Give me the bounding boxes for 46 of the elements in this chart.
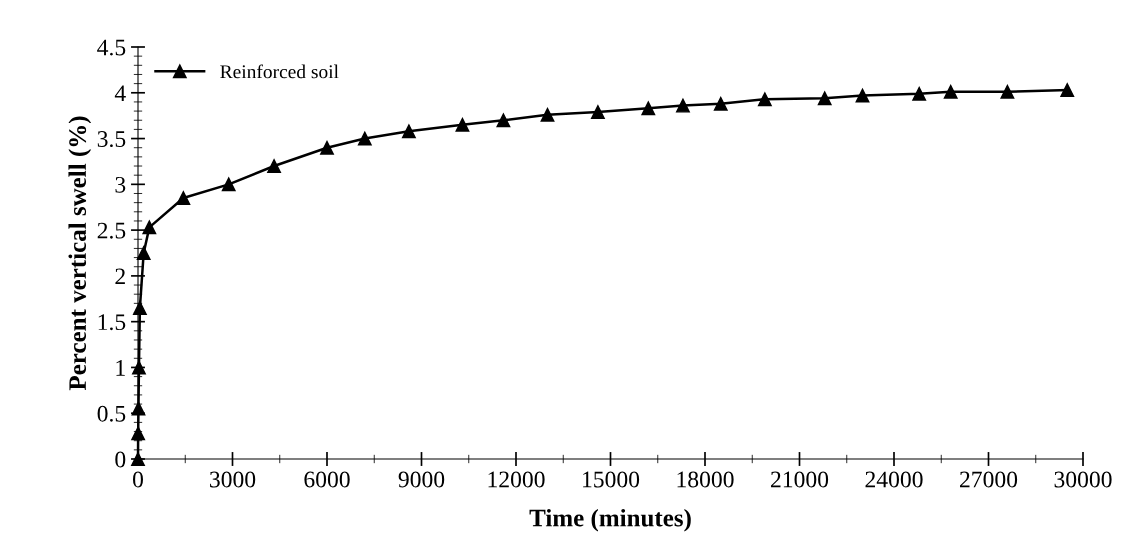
y-tick-label: 3 [115, 176, 126, 193]
point [401, 124, 416, 139]
point [320, 140, 334, 155]
legend-label: Reinforced soil [220, 64, 339, 79]
point [1000, 84, 1015, 99]
point [912, 86, 927, 101]
x-tick-label: 27000 [960, 471, 1018, 488]
x-tick-label: 24000 [865, 471, 923, 488]
y-axis-title: Percent vertical swell (%) [68, 116, 92, 391]
point [817, 91, 832, 106]
y-tick-label: 3.5 [97, 131, 126, 148]
x-tick-label: 0 [133, 471, 143, 488]
y-tick-label: 0.5 [97, 405, 126, 422]
point [590, 105, 605, 119]
x-axis-title: Time (minutes) [529, 508, 691, 532]
point [357, 131, 372, 146]
x-tick-label: 9000 [398, 471, 445, 488]
point [641, 101, 656, 116]
x-tick-label: 12000 [488, 471, 545, 488]
x-tick-label: 21000 [771, 471, 829, 488]
y-tick-label: 4.5 [97, 39, 126, 56]
point [221, 177, 236, 192]
point [713, 96, 728, 111]
point [455, 117, 470, 132]
point [267, 159, 282, 173]
point [676, 98, 690, 113]
point [540, 107, 555, 122]
point [142, 220, 157, 235]
x-tick-label: 18000 [677, 471, 734, 488]
y-tick-label: 1.5 [98, 314, 126, 331]
y-tick-label: 4 [114, 85, 126, 101]
point [757, 92, 772, 107]
y-tick-label: 2.5 [97, 222, 126, 239]
x-tick-label: 15000 [583, 471, 640, 488]
point [943, 84, 958, 99]
x-tick-label: 3000 [210, 471, 256, 488]
point [496, 113, 511, 128]
x-tick-label: 6000 [304, 471, 350, 488]
point [136, 246, 151, 260]
x-tick-label: 30000 [1054, 471, 1112, 488]
point [1060, 83, 1075, 97]
point [855, 88, 870, 103]
y-tick-label: 1 [116, 360, 125, 376]
y-tick-label: 0 [115, 451, 126, 468]
y-tick-label: 2 [115, 268, 125, 285]
point [176, 191, 191, 206]
